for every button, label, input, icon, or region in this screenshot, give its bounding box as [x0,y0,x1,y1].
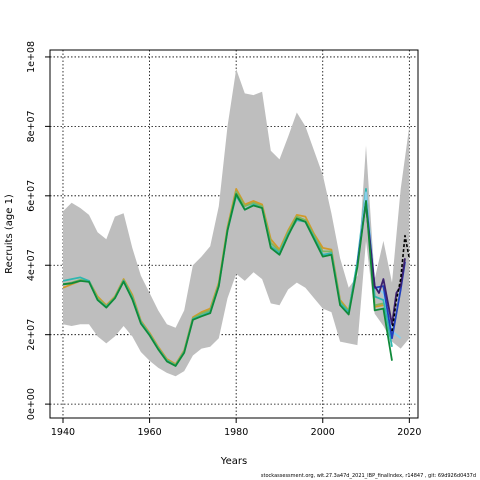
x-tick-label: 2020 [397,427,421,438]
x-tick-label: 1960 [137,427,161,438]
series-layer [62,187,411,367]
y-tick-label: 4e+07 [26,249,37,281]
confidence-band [63,69,410,377]
footnote: stockassessment.org, wit.27.3a47d_2021_I… [260,473,476,479]
x-tick-label: 1940 [51,427,75,438]
x-tick-label: 2000 [311,427,335,438]
series-line-6 [365,206,406,326]
plot-frame [49,49,419,419]
x-axis: 1940 1960 1980 2000 2020 [51,418,421,438]
x-tick-label: 1980 [224,427,248,438]
y-axis: 0e+00 2e+07 4e+07 6e+07 8e+07 1e+08 [26,41,50,420]
y-axis-title: Recruits (age 1) [4,194,15,274]
y-tick-label: 0e+00 [26,388,37,420]
x-axis-title: Years [220,456,247,467]
series-line-7 [62,193,393,367]
y-tick-label: 1e+08 [26,41,37,73]
series-line-8 [391,234,411,332]
confidence-band-layer [63,69,410,377]
y-tick-label: 6e+07 [26,180,37,212]
y-tick-label: 8e+07 [26,110,37,142]
y-tick-label: 2e+07 [26,319,37,351]
